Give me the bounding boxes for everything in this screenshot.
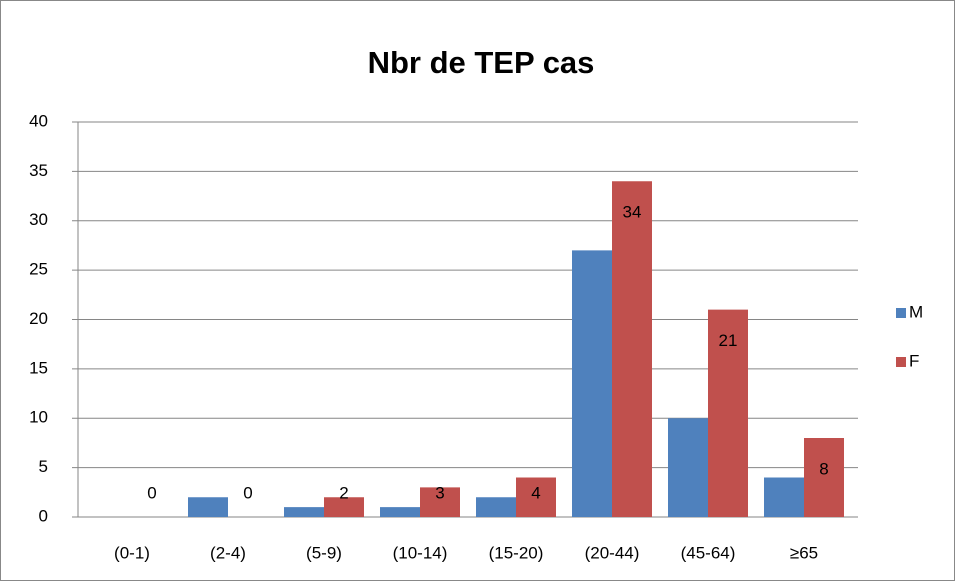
y-tick-label: 10 xyxy=(29,408,48,427)
bar xyxy=(572,250,612,517)
bar xyxy=(380,507,420,517)
legend-label: M xyxy=(909,302,923,321)
chart-title: Nbr de TEP cas xyxy=(368,45,595,80)
bar xyxy=(284,507,324,517)
data-label: 21 xyxy=(719,331,738,350)
x-tick-label: (5-9) xyxy=(306,543,342,562)
y-tick-label: 15 xyxy=(29,358,48,377)
data-label: 0 xyxy=(243,483,252,502)
bar xyxy=(188,497,228,517)
x-tick-label: (15-20) xyxy=(489,543,544,562)
y-tick-label: 35 xyxy=(29,161,48,180)
y-tick-label: 30 xyxy=(29,210,48,229)
x-tick-label: (45-64) xyxy=(681,543,736,562)
legend-swatch xyxy=(896,357,906,367)
y-tick-label: 25 xyxy=(29,260,48,279)
bar xyxy=(764,477,804,517)
bar xyxy=(612,181,652,517)
y-tick-label: 40 xyxy=(29,111,48,130)
bar xyxy=(804,438,844,517)
data-label: 8 xyxy=(819,459,828,478)
legend-swatch xyxy=(896,308,906,318)
y-tick-label: 20 xyxy=(29,309,48,328)
y-tick-label: 0 xyxy=(39,506,48,525)
data-label: 2 xyxy=(339,483,348,502)
bar xyxy=(516,477,556,517)
data-label: 3 xyxy=(435,483,444,502)
y-tick-label: 5 xyxy=(39,457,48,476)
bar xyxy=(420,487,460,517)
x-tick-label: (2-4) xyxy=(210,543,246,562)
bar xyxy=(668,418,708,517)
data-label: 34 xyxy=(623,203,642,222)
x-tick-label: (10-14) xyxy=(393,543,448,562)
bar xyxy=(476,497,516,517)
bar xyxy=(324,497,364,517)
data-label: 0 xyxy=(147,483,156,502)
bar xyxy=(708,309,748,517)
x-tick-label: ≥65 xyxy=(790,543,818,562)
legend-label: F xyxy=(909,351,919,370)
data-label: 4 xyxy=(531,483,540,502)
x-tick-label: (0-1) xyxy=(114,543,150,562)
x-tick-label: (20-44) xyxy=(585,543,640,562)
